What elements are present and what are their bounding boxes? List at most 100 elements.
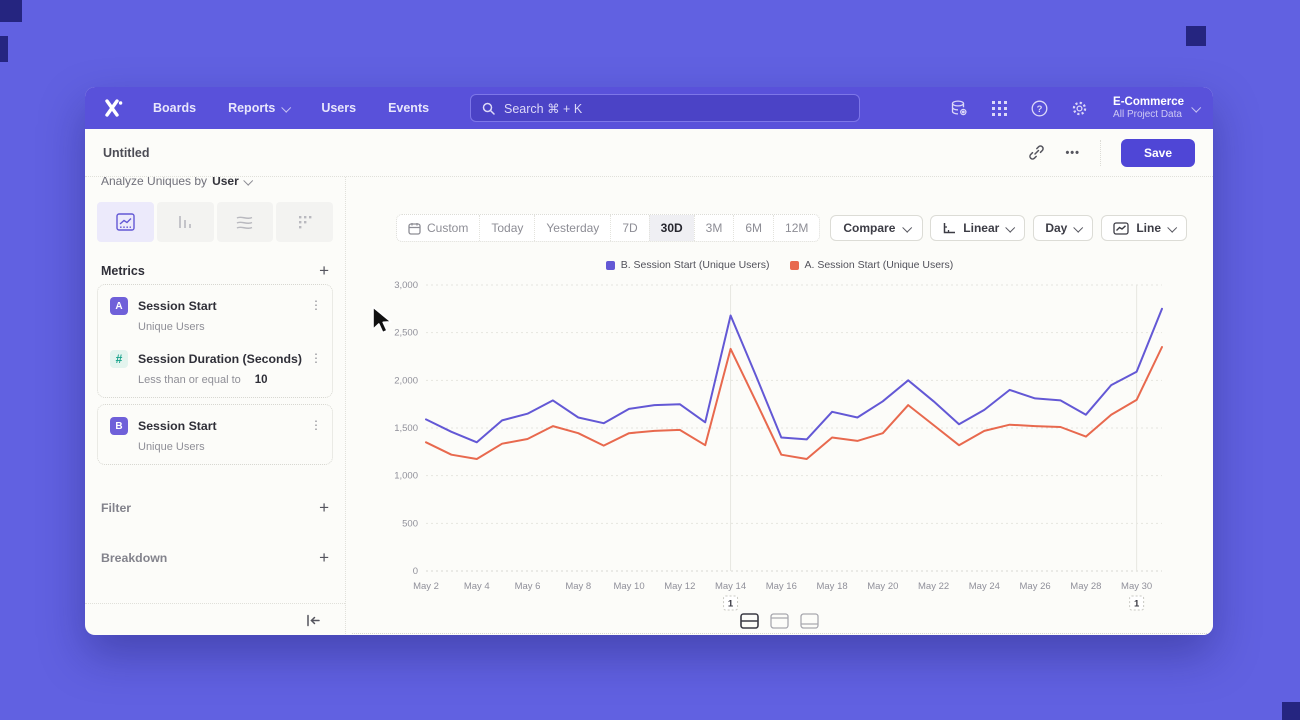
- chevron-down-icon: [281, 102, 292, 113]
- metric-subtitle: Unique Users: [138, 321, 320, 333]
- display-dropdowns: Linear Day Line: [930, 215, 1187, 241]
- view-toggle-top-panel-view[interactable]: [770, 613, 789, 629]
- data-management-icon[interactable]: [949, 98, 969, 118]
- section-label: Filter: [101, 501, 132, 515]
- chart-panel: Custom Today Yesterday 7D 30D 3M 6M 12M Compare…: [346, 177, 1213, 635]
- help-icon[interactable]: ?: [1029, 98, 1049, 118]
- report-toolbar: Untitled ••• Save: [85, 129, 1213, 177]
- search-input[interactable]: Search ⌘ + K: [470, 94, 860, 122]
- chart-type-tabs: [97, 202, 333, 242]
- metric-badge: B: [110, 417, 128, 435]
- range-7d[interactable]: 7D: [610, 215, 649, 241]
- settings-gear-icon[interactable]: [1069, 98, 1089, 118]
- metric-card[interactable]: B Session Start ⋮ Unique Users: [97, 404, 333, 465]
- range-label: 7D: [622, 221, 638, 235]
- add-filter-button[interactable]: +: [319, 498, 329, 517]
- insights-line-chart[interactable]: 0 500 1,000 1,500 2,000 2,500 3,000 May 2 May 4 M…: [372, 271, 1184, 623]
- metric-filter-value[interactable]: 10: [254, 374, 268, 386]
- more-options-button[interactable]: •••: [1065, 146, 1080, 159]
- share-link-icon[interactable]: [1028, 144, 1045, 161]
- metric-subtitle-text: Unique Users: [138, 321, 205, 333]
- chevron-down-icon: [1073, 222, 1084, 233]
- app-window: Boards Reports Users Events Search ⌘ + K: [85, 87, 1213, 635]
- svg-text:500: 500: [402, 518, 418, 529]
- legend-label: A. Session Start (Unique Users): [804, 259, 954, 271]
- range-custom[interactable]: Custom: [397, 215, 480, 241]
- mixpanel-logo-icon[interactable]: [101, 95, 127, 121]
- compare-button[interactable]: Compare: [830, 215, 924, 241]
- nav-item-reports[interactable]: Reports: [228, 101, 292, 115]
- metric-row[interactable]: B Session Start ⋮ Unique Users: [98, 408, 332, 461]
- apps-grid-icon[interactable]: [989, 98, 1009, 118]
- svg-text:May 6: May 6: [515, 581, 541, 592]
- svg-text:1,500: 1,500: [394, 423, 418, 434]
- project-selector[interactable]: E-Commerce All Project Data: [1113, 96, 1202, 121]
- svg-text:May 18: May 18: [816, 581, 847, 592]
- svg-text:May 28: May 28: [1070, 581, 1101, 592]
- metric-subtitle: Less than or equal to 10: [138, 374, 320, 386]
- svg-text:May 20: May 20: [867, 581, 898, 592]
- chart-legend: B. Session Start (Unique Users) A. Sessio…: [346, 259, 1213, 271]
- chevron-down-icon: [1191, 102, 1202, 113]
- gif-artifact: [0, 0, 22, 22]
- add-breakdown-button[interactable]: +: [319, 548, 329, 567]
- sidebar-section-filter[interactable]: Filter +: [101, 498, 329, 517]
- legend-item[interactable]: A. Session Start (Unique Users): [789, 259, 954, 271]
- gif-artifact: [1186, 26, 1206, 46]
- add-metric-button[interactable]: +: [319, 261, 329, 280]
- nav-item-users[interactable]: Users: [321, 101, 356, 115]
- range-3m[interactable]: 3M: [693, 215, 734, 241]
- section-label: Breakdown: [101, 551, 168, 565]
- range-label: Today: [491, 221, 524, 235]
- dropdown-day[interactable]: Day: [1033, 215, 1094, 241]
- nav-items: Boards Reports Users Events: [153, 101, 429, 115]
- top-nav: Boards Reports Users Events Search ⌘ + K: [85, 87, 1213, 129]
- kebab-menu-icon[interactable]: ⋮: [310, 351, 322, 365]
- tab-bar-chart[interactable]: [156, 202, 214, 242]
- divider: [1100, 139, 1101, 166]
- project-subtitle: All Project Data: [1113, 108, 1182, 120]
- metric-subtitle-text: Unique Users: [138, 441, 205, 453]
- chart-controls: Custom Today Yesterday 7D 30D 3M 6M 12M Compare…: [396, 214, 1187, 242]
- svg-text:May 4: May 4: [464, 581, 490, 592]
- range-today[interactable]: Today: [479, 215, 535, 241]
- svg-text:0: 0: [413, 566, 418, 577]
- range-label: Yesterday: [546, 221, 600, 235]
- view-toggle-split-view[interactable]: [740, 613, 759, 629]
- save-button[interactable]: Save: [1121, 138, 1195, 167]
- dropdown-linear[interactable]: Linear: [930, 215, 1026, 241]
- metric-title: Session Start: [138, 299, 217, 313]
- nav-item-events[interactable]: Events: [388, 101, 429, 115]
- tab-stacked-chart[interactable]: [216, 202, 274, 242]
- view-toggle-full-panel-view[interactable]: [800, 613, 819, 629]
- analyze-uniques-row: Analyze Uniques by User: [101, 177, 345, 190]
- svg-text:May 10: May 10: [613, 581, 644, 592]
- report-title[interactable]: Untitled: [103, 145, 150, 160]
- compare-label: Compare: [843, 221, 896, 235]
- range-yesterday[interactable]: Yesterday: [534, 215, 611, 241]
- metric-row[interactable]: # Session Duration (Seconds) ⋮ Less than or…: [98, 341, 332, 394]
- search-icon: [482, 102, 495, 115]
- tab-metric-value[interactable]: [276, 202, 333, 242]
- svg-text:May 8: May 8: [565, 581, 591, 592]
- range-6m[interactable]: 6M: [733, 215, 774, 241]
- legend-item[interactable]: B. Session Start (Unique Users): [605, 259, 770, 271]
- svg-text:?: ?: [1036, 104, 1042, 115]
- dropdown-line[interactable]: Line: [1101, 215, 1187, 241]
- nav-item-label: Events: [388, 101, 430, 115]
- tab-line-chart[interactable]: [97, 202, 154, 242]
- kebab-menu-icon[interactable]: ⋮: [310, 298, 322, 312]
- collapse-sidebar-button[interactable]: [306, 614, 321, 627]
- nav-item-label: Users: [321, 101, 357, 115]
- analyze-uniques-selector[interactable]: Analyze Uniques by User: [101, 177, 345, 188]
- range-30d[interactable]: 30D: [648, 215, 694, 241]
- nav-item-boards[interactable]: Boards: [153, 101, 196, 115]
- date-range-group: Custom Today Yesterday 7D 30D 3M 6M 12M: [396, 214, 821, 242]
- metric-row[interactable]: A Session Start ⋮ Unique Users: [98, 288, 332, 341]
- kebab-menu-icon[interactable]: ⋮: [310, 418, 322, 432]
- range-label: Custom: [427, 221, 469, 235]
- sidebar-section-breakdown[interactable]: Breakdown +: [101, 548, 329, 567]
- range-label: 12M: [785, 221, 809, 235]
- metric-card[interactable]: A Session Start ⋮ Unique Users # Session Dura…: [97, 284, 333, 398]
- range-12m[interactable]: 12M: [773, 215, 820, 241]
